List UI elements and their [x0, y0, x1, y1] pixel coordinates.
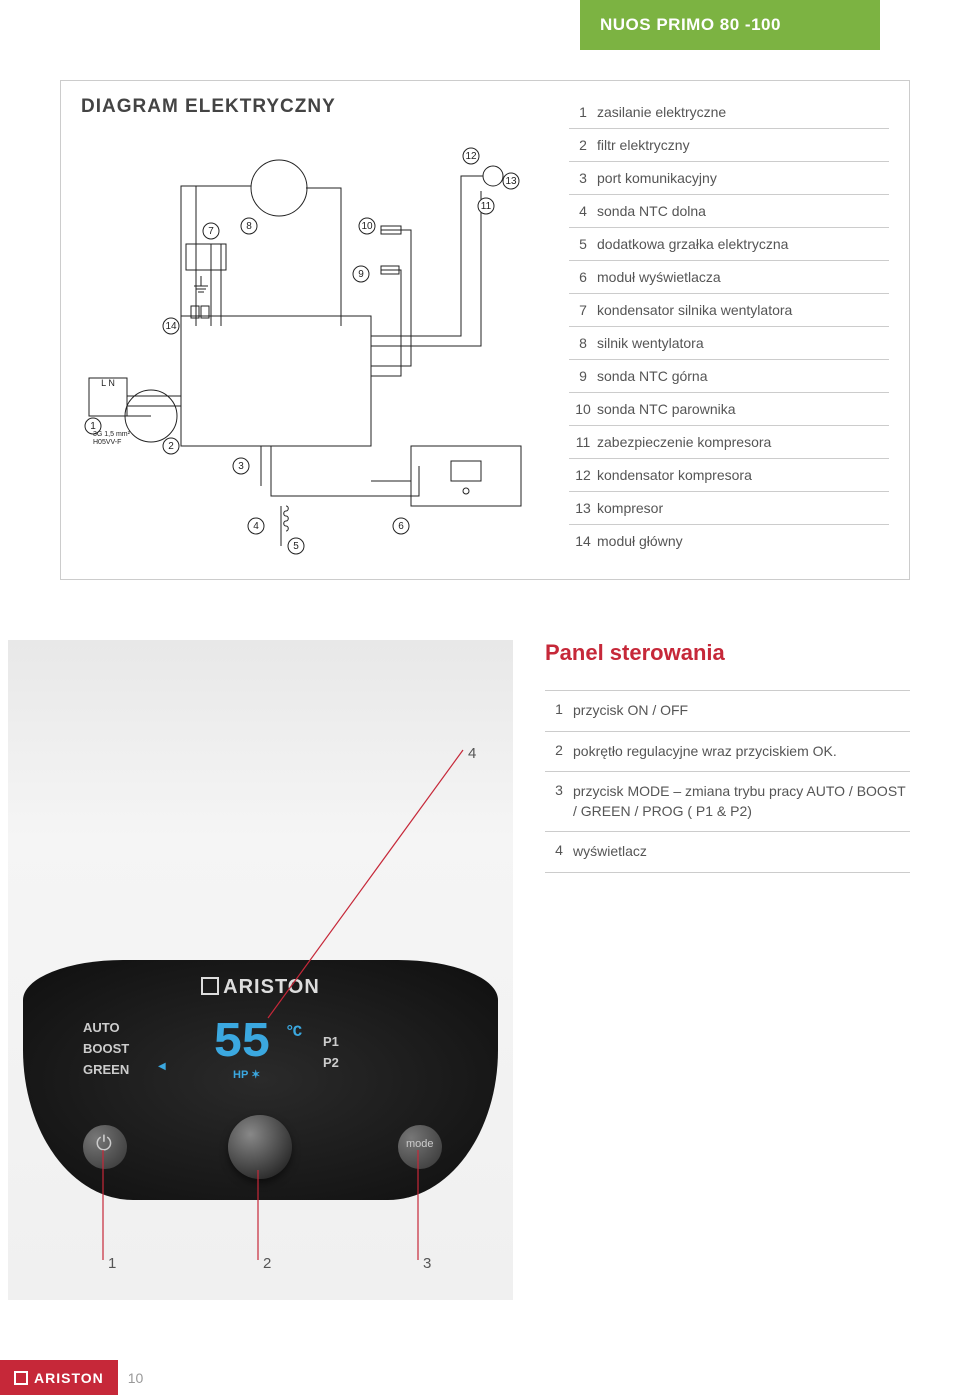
panel-row: 1przycisk ON / OFF	[545, 690, 910, 732]
svg-text:8: 8	[246, 221, 252, 232]
footer-brand-icon	[14, 1371, 28, 1385]
cable-spec-1: 3G 1,5 mm²	[93, 431, 131, 438]
diagram-container: DIAGRAM ELEKTRYCZNY	[60, 80, 910, 580]
wiring-diagram: 1 2 3 4 5 6 7 8 9 10 11 12 13 14 L N 3G	[81, 126, 541, 556]
svg-text:11: 11	[481, 201, 492, 212]
page-number: 10	[128, 1370, 144, 1386]
legend-row: 2filtr elektryczny	[569, 129, 889, 162]
svg-text:13: 13	[505, 176, 517, 187]
legend-row: 6moduł wyświetlacza	[569, 261, 889, 294]
legend-row: 3port komunikacyjny	[569, 162, 889, 195]
svg-text:L N: L N	[101, 378, 115, 388]
legend-row: 11zabezpieczenie kompresora	[569, 426, 889, 459]
callout-num-1: 1	[108, 1255, 116, 1272]
panel-row: 2pokrętło regulacyjne wraz przyciskiem O…	[545, 732, 910, 773]
cable-spec-2: H05VV-F	[93, 439, 121, 446]
control-panel-photo: ARISTON 55°C AUTO BOOST GREEN ◀ P1 P2 HP…	[8, 640, 513, 1300]
legend-row: 1zasilanie elektryczne	[569, 96, 889, 129]
svg-text:4: 4	[253, 521, 259, 532]
legend-row: 13kompresor	[569, 492, 889, 525]
svg-text:2: 2	[168, 441, 174, 452]
panel-legend: 1przycisk ON / OFF 2pokrętło regulacyjne…	[545, 690, 910, 873]
panel-row: 3przycisk MODE – zmiana trybu pracy AUTO…	[545, 772, 910, 832]
svg-text:12: 12	[465, 151, 477, 162]
legend-row: 7kondensator silnika wentylatora	[569, 294, 889, 327]
panel-row: 4wyświetlacz	[545, 832, 910, 873]
callout-num-2: 2	[263, 1255, 271, 1272]
svg-text:3: 3	[238, 461, 244, 472]
legend-row: 14moduł główny	[569, 525, 889, 557]
product-header: NUOS PRIMO 80 -100	[580, 0, 880, 50]
legend-row: 5dodatkowa grzałka elektryczna	[569, 228, 889, 261]
legend-row: 4sonda NTC dolna	[569, 195, 889, 228]
diagram-legend: 1zasilanie elektryczne 2filtr elektryczn…	[569, 96, 889, 557]
callout-num-3: 3	[423, 1255, 431, 1272]
footer-brand: ARISTON	[0, 1360, 118, 1395]
callout-num-4: 4	[468, 745, 476, 762]
legend-row: 10sonda NTC parownika	[569, 393, 889, 426]
legend-row: 12kondensator kompresora	[569, 459, 889, 492]
legend-row: 9sonda NTC górna	[569, 360, 889, 393]
callout-line-4	[268, 750, 463, 1018]
svg-text:10: 10	[361, 221, 373, 232]
panel-title: Panel sterowania	[545, 640, 725, 666]
footer: ARISTON 10	[0, 1360, 960, 1395]
svg-text:6: 6	[398, 521, 404, 532]
svg-text:5: 5	[293, 541, 299, 552]
svg-text:7: 7	[208, 226, 214, 237]
svg-text:14: 14	[165, 321, 177, 332]
legend-row: 8silnik wentylatora	[569, 327, 889, 360]
svg-text:9: 9	[358, 269, 364, 280]
